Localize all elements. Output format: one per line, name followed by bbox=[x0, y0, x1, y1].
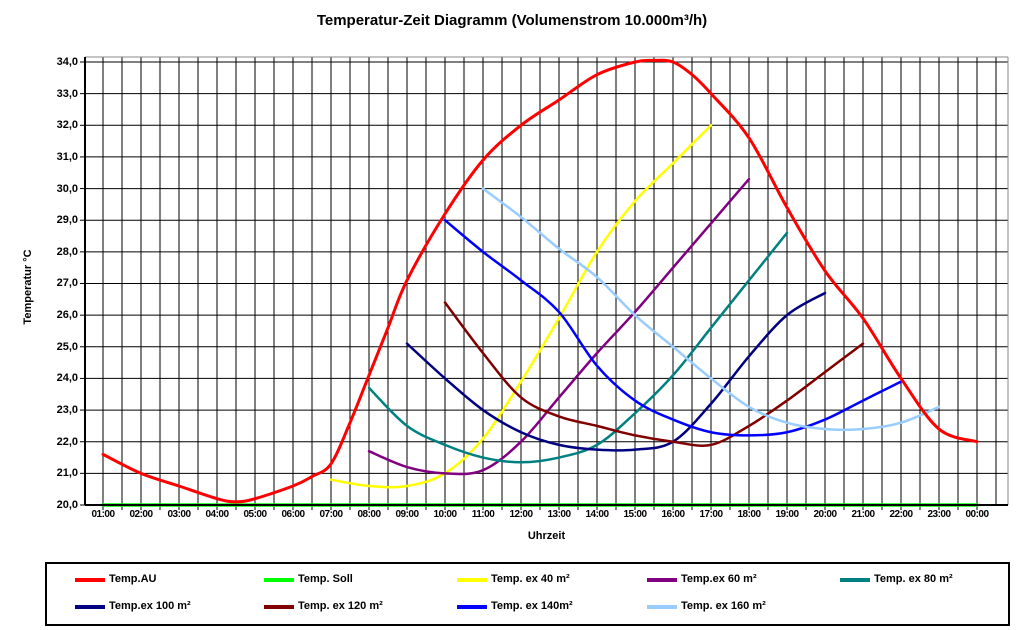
x-tick-label: 09:00 bbox=[395, 509, 419, 520]
x-tick-label: 12:00 bbox=[509, 509, 533, 520]
x-tick-label: 10:00 bbox=[433, 509, 457, 520]
legend-color-line bbox=[457, 605, 487, 609]
axes bbox=[84, 57, 1008, 506]
legend-item-label: Temp. Soll bbox=[298, 573, 353, 585]
y-tick-label: 27,0 bbox=[56, 277, 78, 290]
series-temp-ex-80-m bbox=[367, 231, 789, 464]
x-tick-label: 11:00 bbox=[471, 509, 495, 520]
x-tick-label: 06:00 bbox=[281, 509, 305, 520]
x-tick-label: 20:00 bbox=[813, 509, 837, 520]
legend-item-label: Temp. ex 120 m² bbox=[298, 600, 383, 612]
series-temp-au bbox=[101, 58, 979, 504]
legend-color-line bbox=[264, 605, 294, 609]
legend-item-label: Temp. ex 80 m² bbox=[874, 573, 953, 585]
y-tick-label: 21,0 bbox=[56, 467, 78, 480]
x-tick-label: 21:00 bbox=[851, 509, 875, 520]
y-tick-label: 23,0 bbox=[56, 404, 78, 417]
x-tick-label: 18:00 bbox=[737, 509, 761, 520]
legend-item-label: Temp. ex 40 m² bbox=[491, 573, 570, 585]
y-tick-label: 20,0 bbox=[56, 499, 78, 511]
legend-color-line bbox=[457, 578, 487, 582]
y-tick-label: 22,0 bbox=[56, 435, 78, 448]
y-tick-label: 29,0 bbox=[56, 214, 78, 227]
x-tick-label: 05:00 bbox=[243, 509, 267, 520]
series-temp-ex-60-m bbox=[367, 177, 751, 476]
y-tick-label: 28,0 bbox=[56, 245, 78, 258]
series-temp-ex-40-m bbox=[329, 124, 713, 489]
y-tick-label: 26,0 bbox=[56, 309, 78, 322]
legend-color-line bbox=[647, 578, 677, 582]
chart-title: Temperatur-Zeit Diagramm (Volumenstrom 1… bbox=[316, 12, 708, 29]
legend-color-line bbox=[75, 578, 105, 582]
legend-item-label: Temp. ex 160 m² bbox=[681, 600, 766, 612]
y-tick-label: 24,0 bbox=[56, 372, 78, 385]
legend-color-line bbox=[840, 578, 870, 582]
x-tick-label: 01:00 bbox=[91, 509, 115, 520]
x-tick-label: 22:00 bbox=[889, 509, 913, 520]
x-tick-label: 16:00 bbox=[661, 509, 685, 520]
y-tick-label: 25,0 bbox=[56, 340, 78, 353]
y-tick-label: 34,0 bbox=[56, 55, 78, 68]
x-tick-label: 23:00 bbox=[927, 509, 951, 520]
legend-item-label: Temp.AU bbox=[109, 573, 157, 585]
x-tick-label: 15:00 bbox=[623, 509, 647, 520]
legend-item-label: Temp. ex 140m² bbox=[491, 600, 573, 612]
series-temp-ex-160-m bbox=[481, 187, 941, 432]
legend-color-line bbox=[264, 578, 294, 582]
x-tick-label: 04:00 bbox=[205, 509, 229, 520]
x-tick-label: 19:00 bbox=[775, 509, 799, 520]
legend-color-line bbox=[647, 605, 677, 609]
y-tick-label: 31,0 bbox=[56, 150, 78, 163]
x-axis-title: Uhrzeit bbox=[527, 530, 566, 542]
series-temp-ex-100-m bbox=[405, 291, 827, 452]
legend: Temp.AU Temp. Soll Temp. ex 40 m² Temp.ex 6… bbox=[45, 562, 1010, 626]
legend-item-label: Temp.ex 60 m² bbox=[681, 573, 757, 585]
plot-frame bbox=[85, 56, 1009, 505]
legend-item-label: Temp.ex 100 m² bbox=[109, 600, 191, 612]
x-tick-label: 02:00 bbox=[129, 509, 153, 520]
x-tick-label: 17:00 bbox=[699, 509, 723, 520]
plot-grid bbox=[85, 57, 1008, 505]
x-tick-label: 07:00 bbox=[319, 509, 343, 520]
y-tick-label: 30,0 bbox=[56, 182, 78, 195]
x-tick-label: 00:00 bbox=[965, 509, 989, 520]
y-axis-title: Temperatur °C bbox=[22, 249, 34, 325]
y-tick-label: 32,0 bbox=[56, 119, 78, 132]
y-tick-label: 33,0 bbox=[56, 87, 78, 100]
x-tick-label: 14:00 bbox=[585, 509, 609, 520]
series-temp-ex-140m bbox=[443, 218, 903, 437]
x-tick-label: 13:00 bbox=[547, 509, 571, 520]
legend-color-line bbox=[75, 605, 105, 609]
series-temp-ex-120-m bbox=[443, 301, 865, 447]
x-tick-label: 08:00 bbox=[357, 509, 381, 520]
x-tick-label: 03:00 bbox=[167, 509, 191, 520]
